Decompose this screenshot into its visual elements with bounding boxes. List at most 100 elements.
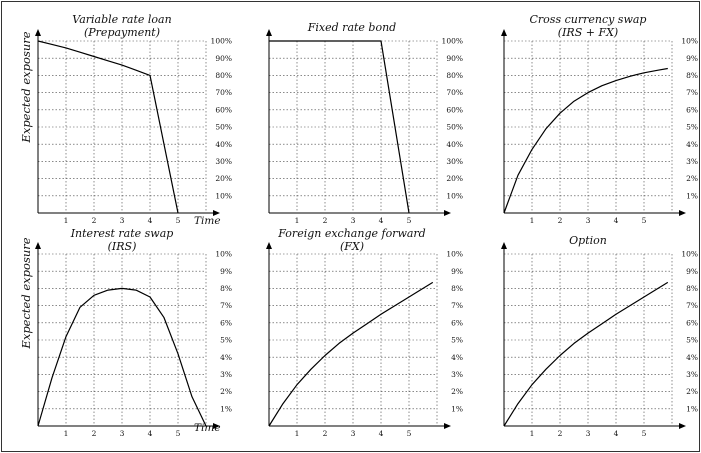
x-tick-label: 5 xyxy=(176,429,181,438)
x-axis-arrow-icon xyxy=(213,423,220,429)
y-tick-label: 40% xyxy=(446,140,463,149)
y-tick-label: 5% xyxy=(686,336,698,345)
y-tick-label: 90% xyxy=(446,54,463,63)
panel-option: Option 1 2 3 4 5 1% 2% 3% 4% 5% 6% 7% 8% 9% 10% xyxy=(501,234,698,438)
y-tick-label: 5% xyxy=(451,336,463,345)
y-tick-label: 50% xyxy=(446,123,463,132)
x-tick-label: 3 xyxy=(351,429,356,438)
x-tick-label: 3 xyxy=(351,216,356,225)
y-tick-label: 50% xyxy=(215,123,232,132)
y-tick-label: 60% xyxy=(446,105,463,114)
y-tick-label: 3% xyxy=(686,370,698,379)
y-tick-label: 30% xyxy=(446,157,463,166)
x-tick-label: 2 xyxy=(323,429,328,438)
panel-title: Foreign exchange forward xyxy=(277,227,425,240)
x-tick-label: 2 xyxy=(92,216,97,225)
y-tick-label: 40% xyxy=(215,140,232,149)
y-tick-label: 60% xyxy=(215,105,232,114)
y-tick-label: 6% xyxy=(451,318,463,327)
y-tick-label: 4% xyxy=(451,353,463,362)
y-axis-arrow-icon xyxy=(266,242,272,249)
y-tick-label: 10% xyxy=(215,191,232,200)
y-axis-arrow-icon xyxy=(501,242,507,249)
series-line xyxy=(503,67,668,214)
plot-area: 1 2 3 4 5 1% 2% 3% 4% 5% 6% 7% 8% 9% 10% xyxy=(501,29,698,225)
x-tick-label: 3 xyxy=(586,429,591,438)
y-tick-label: 4% xyxy=(220,353,232,362)
y-tick-label: 5% xyxy=(686,123,698,132)
y-tick-label: 6% xyxy=(220,318,232,327)
x-tick-label: 4 xyxy=(148,216,153,225)
x-tick-label: 5 xyxy=(407,429,412,438)
x-tick-label: 5 xyxy=(176,216,181,225)
x-tick-label: 5 xyxy=(642,216,647,225)
x-tick-label: 3 xyxy=(120,429,125,438)
y-tick-label: 10% xyxy=(446,250,463,259)
series-line xyxy=(269,40,410,214)
x-tick-label: 4 xyxy=(614,216,619,225)
y-tick-label: 8% xyxy=(220,284,232,293)
x-tick-label: 3 xyxy=(586,216,591,225)
y-tick-label: 2% xyxy=(220,387,232,396)
panel-interest-rate-swap: Interest rate swap (IRS) Expected exposu… xyxy=(19,227,232,438)
x-axis-arrow-icon xyxy=(444,210,451,216)
y-tick-label: 6% xyxy=(686,318,698,327)
y-axis-arrow-icon xyxy=(35,242,41,249)
panel-title: Fixed rate bond xyxy=(307,21,396,34)
y-tick-label: 2% xyxy=(451,387,463,396)
y-tick-label: 8% xyxy=(686,71,698,80)
x-tick-label: 4 xyxy=(148,429,153,438)
panel-title: Option xyxy=(569,234,607,247)
y-tick-label: 1% xyxy=(451,404,463,413)
y-axis-arrow-icon xyxy=(501,29,507,36)
y-tick-label: 1% xyxy=(686,404,698,413)
x-axis-label: Time xyxy=(194,422,221,434)
y-axis-label: Expected exposure xyxy=(19,31,33,143)
y-tick-label: 1% xyxy=(686,191,698,200)
series-line xyxy=(503,281,669,427)
plot-area: 1 2 3 4 5 10% 20% 30% 40% 50% 60% 70% 80% 90% 100% xyxy=(35,29,232,225)
y-tick-label: 6% xyxy=(686,105,698,114)
y-tick-label: 70% xyxy=(446,88,463,97)
panel-cross-currency-swap: Cross currency swap (IRS + FX) 1 2 3 4 5 1% 2%… xyxy=(501,13,698,225)
panel-variable-rate-loan: Variable rate loan (Prepayment) Expected… xyxy=(19,13,232,227)
y-tick-label: 100% xyxy=(442,37,463,46)
plot-area: 1 2 3 4 5 1% 2% 3% 4% 5% 6% 7% 8% 9% 10% xyxy=(35,242,232,438)
y-tick-label: 10% xyxy=(681,37,698,46)
panel-subtitle: (Prepayment) xyxy=(84,26,160,39)
y-tick-label: 2% xyxy=(686,174,698,183)
x-tick-label: 4 xyxy=(379,429,384,438)
x-tick-label: 4 xyxy=(614,429,619,438)
y-tick-label: 8% xyxy=(686,284,698,293)
plot-area: 1 2 3 4 5 10% 20% 30% 40% 50% 60% 70% 80% 90% 100% xyxy=(266,29,463,225)
x-axis-arrow-icon xyxy=(679,423,686,429)
x-tick-label: 1 xyxy=(295,216,300,225)
y-tick-label: 8% xyxy=(451,284,463,293)
y-tick-label: 10% xyxy=(681,250,698,259)
y-tick-label: 4% xyxy=(686,353,698,362)
y-tick-label: 2% xyxy=(686,387,698,396)
x-axis-arrow-icon xyxy=(444,423,451,429)
panel-subtitle: (IRS + FX) xyxy=(558,26,618,39)
series-line xyxy=(37,287,207,427)
y-tick-label: 1% xyxy=(220,404,232,413)
panel-title: Interest rate swap xyxy=(70,227,174,240)
y-axis-arrow-icon xyxy=(266,29,272,36)
x-tick-label: 2 xyxy=(92,429,97,438)
x-tick-label: 1 xyxy=(530,429,535,438)
panel-fixed-rate-bond: Fixed rate bond 1 2 3 4 5 10% 20% 30% 40% 50% 60% 7… xyxy=(266,21,463,225)
y-tick-label: 3% xyxy=(451,370,463,379)
panel-title: Cross currency swap xyxy=(530,13,647,26)
series-line xyxy=(37,40,179,214)
y-tick-label: 9% xyxy=(451,267,463,276)
x-tick-label: 5 xyxy=(642,429,647,438)
panel-subtitle: (IRS) xyxy=(108,240,137,253)
y-tick-label: 10% xyxy=(446,191,463,200)
panel-title: Variable rate loan xyxy=(72,13,171,26)
y-tick-label: 7% xyxy=(220,301,232,310)
y-tick-label: 80% xyxy=(215,71,232,80)
panel-subtitle: (FX) xyxy=(340,240,364,253)
y-tick-label: 70% xyxy=(215,88,232,97)
y-axis-arrow-icon xyxy=(35,29,41,36)
